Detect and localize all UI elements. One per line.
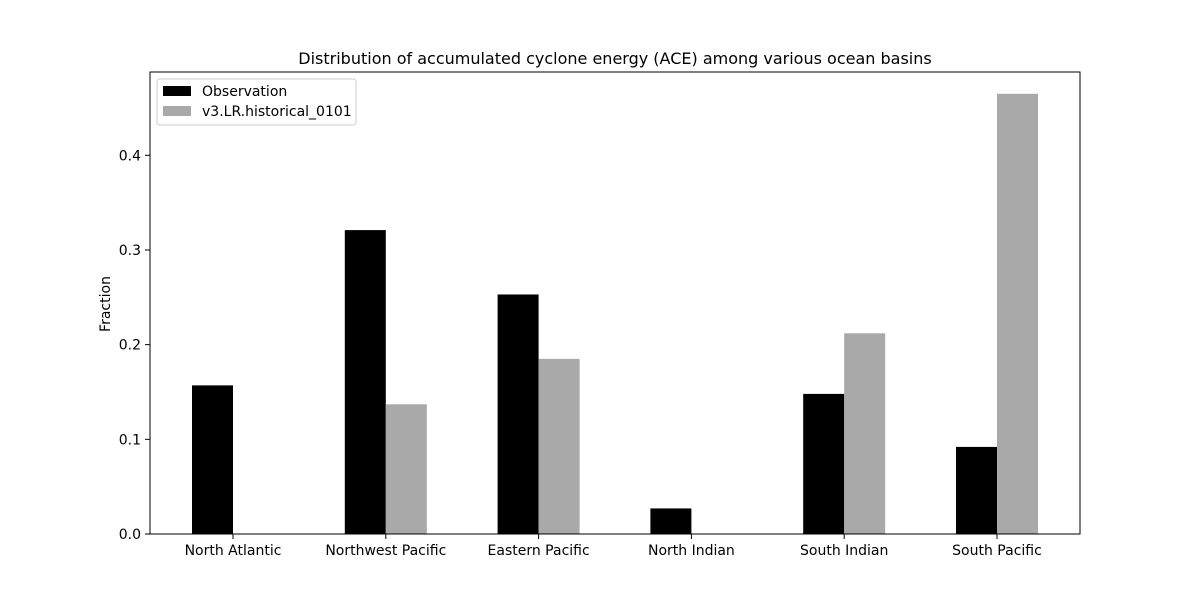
plot-frame [149, 71, 1081, 535]
y-tick-label: 0.2 [119, 338, 141, 354]
x-tick-label: Northwest Pacific [325, 543, 446, 559]
bar-observation-4 [803, 393, 845, 534]
bar-observation-3 [650, 508, 692, 534]
bar-observation-0 [192, 385, 233, 534]
legend: Observation v3.LR.historical_0101 [156, 78, 357, 126]
bar-observation-5 [956, 446, 997, 534]
x-tick-label: North Atlantic [185, 543, 282, 559]
x-tick-label: North Indian [648, 543, 735, 559]
bar-model-2 [538, 358, 580, 534]
bar-model-5 [997, 93, 1038, 534]
y-tick-label: 0.3 [119, 243, 141, 259]
x-tick-label: South Pacific [952, 543, 1042, 559]
bars-layer [192, 93, 1038, 534]
axes-layer: 0.0 0.1 0.2 0.3 0.4 North Atlantic Northwest P… [119, 71, 1081, 559]
x-tick-label: South Indian [800, 543, 888, 559]
y-tick-label: 0.4 [119, 148, 141, 164]
bar-model-1 [385, 404, 427, 534]
bar-observation-2 [497, 294, 539, 534]
legend-swatch-model [163, 106, 191, 116]
bar-observation-1 [344, 230, 386, 534]
legend-label-observation: Observation [202, 84, 287, 100]
legend-swatch-observation [163, 86, 191, 96]
legend-box [156, 78, 357, 126]
y-tick-label: 0.1 [119, 432, 141, 448]
y-axis-label: Fraction [98, 276, 114, 332]
legend-label-model: v3.LR.historical_0101 [202, 104, 352, 120]
x-tick-label: Eastern Pacific [488, 543, 590, 559]
chart-title: Distribution of accumulated cyclone ener… [298, 49, 931, 68]
y-tick-label: 0.0 [119, 527, 141, 543]
bar-model-4 [844, 333, 886, 534]
